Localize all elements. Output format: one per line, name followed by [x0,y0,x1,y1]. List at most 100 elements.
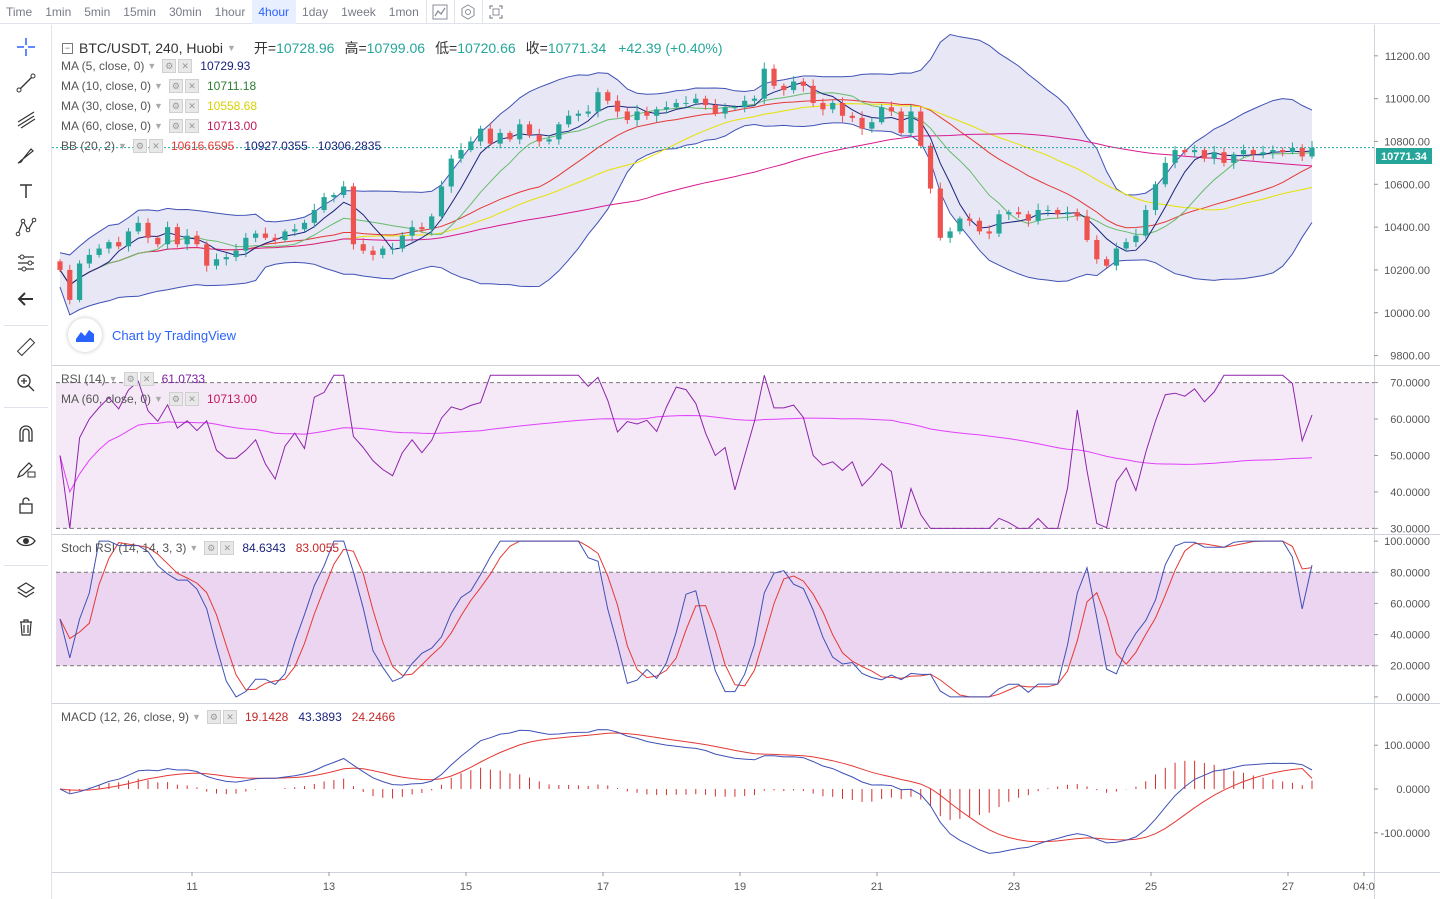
crosshair-icon[interactable] [12,33,40,61]
caret-icon[interactable]: ▼ [118,141,127,151]
close-icon[interactable]: ✕ [178,59,193,73]
fib-icon[interactable] [12,105,40,133]
zoom-icon[interactable] [12,369,40,397]
magnet-icon[interactable] [12,419,40,447]
layers-icon[interactable] [12,577,40,605]
candle-body [820,102,826,110]
timeframe-time[interactable]: Time [6,4,33,19]
gear-icon[interactable]: ⚙ [168,392,183,406]
candle [771,64,777,90]
candle-body [125,231,132,247]
candle [976,217,983,235]
candle-body [967,218,973,221]
legend-stoch-name: Stoch RSI (14, 14, 3, 3) [61,541,187,555]
caret-icon[interactable]: ▼ [154,121,163,131]
candle [712,99,718,117]
candle-body [976,220,983,232]
timeframe-1week[interactable]: 1week [341,4,376,19]
trend-line-icon[interactable] [12,69,40,97]
candle [184,229,190,251]
gear-icon[interactable]: ⚙ [206,710,221,724]
caret-icon[interactable]: ▼ [147,61,157,71]
candle-body [497,132,503,144]
timeframe-1hour[interactable]: 1hour [214,4,246,19]
candle-body [1299,147,1305,157]
close-icon[interactable]: ✕ [184,79,199,93]
caret-icon[interactable]: ▼ [192,712,201,722]
gear-icon[interactable]: ⚙ [168,119,183,133]
indicator-icon[interactable] [425,0,454,24]
main-legend: − BTC/USDT, 240, Huobi ▼ 开= 10728.96 高= 10… [62,38,723,58]
lock-draw-icon[interactable] [12,455,40,483]
close-icon[interactable]: ✕ [184,119,199,133]
price-axis-label: 10000.00 [1384,308,1430,320]
price-axis-label: 10200.00 [1384,265,1430,277]
candle-body [556,124,562,140]
pattern-icon[interactable] [12,213,40,241]
caret-icon[interactable]: ▼ [189,543,199,553]
brush-icon[interactable] [12,141,40,169]
tradingview-brand[interactable]: Chart by TradingView [68,318,236,352]
fullscreen-icon[interactable] [481,0,510,24]
candle-body [1035,209,1041,221]
gear-icon[interactable]: ⚙ [168,79,183,93]
candle [86,248,92,269]
candle-body [438,186,445,217]
close-icon[interactable]: ✕ [184,99,199,113]
candle-body [204,244,210,266]
timeframe-1day[interactable]: 1day [302,4,329,19]
candle [438,180,445,221]
gear-icon[interactable]: ⚙ [132,139,147,153]
legend-rsi: RSI (14) ▼ ⚙ ✕ 61.0733 [61,372,205,386]
candle-body [810,85,816,103]
ruler-icon[interactable] [12,333,40,361]
candle-body [86,254,92,264]
symbol-caret-icon[interactable]: ▼ [226,43,236,53]
caret-icon[interactable]: ▼ [154,81,163,91]
candle-body [282,231,288,240]
timeframe-1min[interactable]: 1min [45,4,72,19]
caret-icon[interactable]: ▼ [154,394,163,404]
stoch-axis-label: 40.0000 [1390,630,1430,642]
candle-body [839,102,846,116]
close-icon[interactable]: ✕ [222,710,237,724]
timeframe-5min[interactable]: 5min [84,4,111,19]
candle-body [1211,152,1217,159]
timeframe-1mon[interactable]: 1mon [388,4,419,19]
gear-icon[interactable]: ⚙ [168,99,183,113]
eye-icon[interactable] [12,527,40,555]
caret-icon[interactable]: ▼ [108,374,118,384]
close-icon[interactable]: ✕ [220,541,235,555]
close-icon[interactable]: ✕ [148,139,163,153]
collapse-icon[interactable]: − [62,42,73,54]
trash-icon[interactable] [12,613,40,641]
price-axis-label: 10400.00 [1384,222,1430,234]
timeframe-30min[interactable]: 30min [168,4,202,19]
lock-icon[interactable] [12,491,40,519]
measure-icon[interactable] [12,249,40,277]
price-axis-label: 9800.00 [1390,351,1430,363]
candle-body [262,233,269,238]
close-icon[interactable]: ✕ [184,392,199,406]
back-arrow-icon[interactable] [12,285,40,313]
candle-body [448,158,454,187]
timeframe-15min[interactable]: 15min [123,4,156,19]
close-icon[interactable]: ✕ [139,372,154,386]
settings-icon[interactable] [453,0,482,24]
timeframe-4hour[interactable]: 4hour [252,0,297,24]
candle-body [1055,209,1061,215]
candle [419,222,425,234]
candle [1143,205,1149,239]
caret-icon[interactable]: ▼ [154,101,163,111]
candle-body [468,141,474,151]
legend-rsi-value: 61.0733 [161,372,205,386]
legend-ma30-value: 10558.68 [206,99,258,113]
candle-body [800,81,806,86]
text-icon[interactable] [12,177,40,205]
gear-icon[interactable]: ⚙ [123,372,138,386]
candle [1123,238,1129,252]
gear-icon[interactable]: ⚙ [204,541,219,555]
gear-icon[interactable]: ⚙ [162,59,177,73]
candle [790,76,797,94]
